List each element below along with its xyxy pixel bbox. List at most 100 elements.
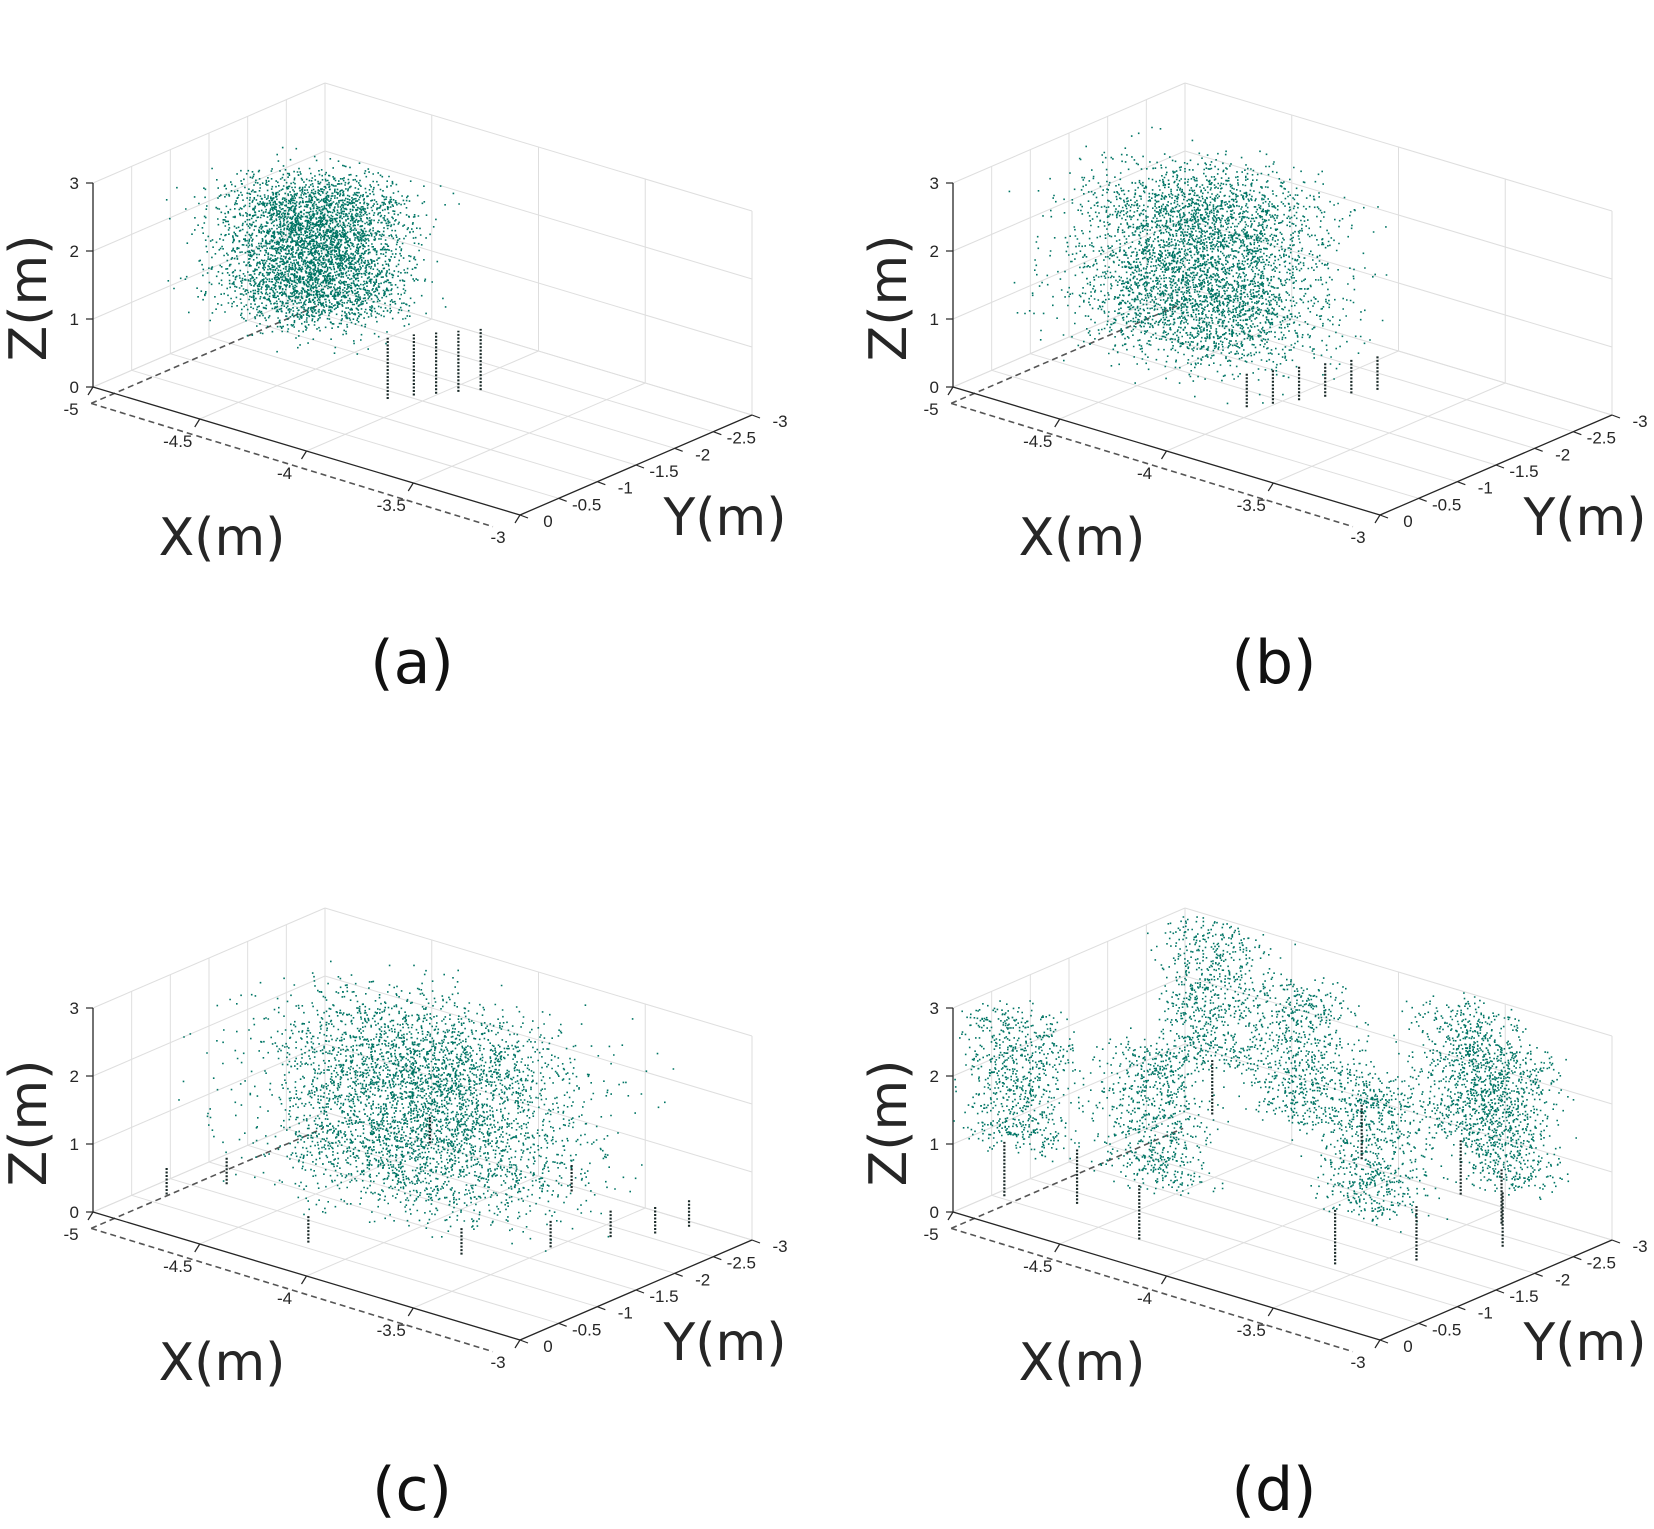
grid-line [952,82,1186,184]
y-tick [1573,431,1582,436]
x-tick [1267,482,1274,492]
x-tick-label: -4 [1137,464,1152,483]
y-tick-label: -1.5 [1509,1287,1538,1306]
grid-line [324,907,753,1037]
y-tick-label: -1.5 [649,462,678,481]
grid-line [1184,150,1613,280]
y-tick-label: -2.5 [727,1254,756,1273]
y-tick [1611,1239,1621,1244]
x-tick-label: -4 [277,464,292,483]
x-axis-label: X(m) [1019,508,1146,568]
z-tick-label: 2 [930,242,939,261]
grid-line [92,1043,326,1145]
z-tick-label: 1 [930,1135,939,1154]
dashed-line [90,302,324,405]
x-tick [300,450,308,460]
x-tick-label: -5 [923,400,938,419]
y-tick [1534,447,1543,452]
grid-line [1030,1178,1458,1308]
y-tick-label: -3 [1632,412,1647,431]
grid-line [1184,975,1613,1105]
y-tick [1495,1289,1505,1294]
grid-line [247,319,675,449]
grid-line [286,1128,714,1258]
y-tick-label: -0.5 [1432,1320,1461,1339]
y-tick [713,431,722,436]
y-tick-label: -2.5 [1587,1254,1616,1273]
y-tick-label: -1 [1478,1304,1493,1323]
point-cloud [178,960,675,1252]
dashed-line [90,1127,324,1230]
grid-line [131,369,559,499]
dashed-line [950,1127,1184,1230]
grid-line [1146,303,1574,433]
grid-line [952,1043,1186,1145]
x-tick [407,1307,414,1317]
x-tick [194,1243,201,1253]
x-tick-label: -5 [63,1225,78,1244]
point-cloud-points [165,146,460,355]
x-tick [514,514,521,524]
caption-b: (b) [1232,628,1317,698]
dashed-line [950,302,1184,405]
grid-line [92,82,326,184]
y-tick-label: -1.5 [649,1287,678,1306]
x-tick [514,1339,521,1349]
y-tick-label: -1 [1478,479,1493,498]
grid-line [92,975,326,1077]
grid-line [324,150,753,280]
z-tick-label: 1 [70,1135,79,1154]
z-axis-label: Z(m) [859,1060,919,1187]
y-tick-label: -2.5 [1587,429,1616,448]
x-tick [87,386,94,396]
y-axis-label: Y(m) [1523,1313,1647,1373]
x-axis-label: X(m) [159,1333,286,1393]
y-tick-label: -2 [695,445,710,464]
grid-line [1184,1111,1613,1241]
z-tick-label: 3 [70,174,79,193]
y-tick [1379,1339,1389,1344]
y-axis-label: Y(m) [663,1313,787,1373]
caption-d: (d) [1232,1455,1317,1525]
grid-line [952,907,1186,1009]
grid-line [1030,353,1458,483]
y-tick [751,1239,761,1244]
y-tick-label: -2 [1555,445,1570,464]
caption-c: (c) [372,1455,452,1525]
x-tick-label: -5 [63,400,78,419]
grid-line [170,1178,598,1308]
point-cloud [953,916,1577,1233]
dashed-line [90,1227,494,1353]
x-tick [1374,1339,1381,1349]
y-tick [558,1322,567,1327]
x-tick-label: -4 [277,1289,292,1308]
z-tick-label: 1 [930,310,939,329]
point-cloud-points [1008,126,1388,405]
point-cloud [1008,126,1388,405]
x-tick-label: -3 [490,1353,505,1372]
y-tick [635,1289,645,1294]
x-axis-label: X(m) [1019,1333,1146,1393]
x-tick [194,418,201,428]
panel-c: -5 -4.5 -4 -3.5 -3 0 -0.5 -1 -1.5 -2 -2.5 -3 0 1 2 3 X(m… [0,907,788,1393]
panel-d: -5 -4.5 -4 -3.5 -3 0 -0.5 -1 -1.5 -2 -2.5 -3 0 1 2 3 X(m… [859,907,1648,1393]
z-axis-label: Z(m) [0,1060,59,1187]
grid-line [1184,1043,1613,1173]
panel-a: -5 -4.5 -4 -3.5 -3 0 -0.5 -1 -1.5 -2 -2.5 -3 0 1 2 3 X(m… [0,82,788,568]
grid-line [208,1161,637,1291]
x-tick [947,386,954,396]
y-tick [674,447,683,452]
grid-line [131,1194,559,1324]
y-tick-label: -1 [618,479,633,498]
z-tick-label: 2 [930,1067,939,1086]
grid-line [92,150,326,252]
grid-line [208,336,637,466]
panel-b: -5 -4.5 -4 -3.5 -3 0 -0.5 -1 -1.5 -2 -2.5 -3 0 1 2 3 X(m… [859,82,1648,568]
x-tick [87,1211,94,1221]
grid-line [92,907,326,1009]
x-tick-label: -4.5 [163,432,192,451]
dashed-line [950,1227,1354,1353]
x-tick [407,482,414,492]
z-tick-label: 0 [930,378,939,397]
